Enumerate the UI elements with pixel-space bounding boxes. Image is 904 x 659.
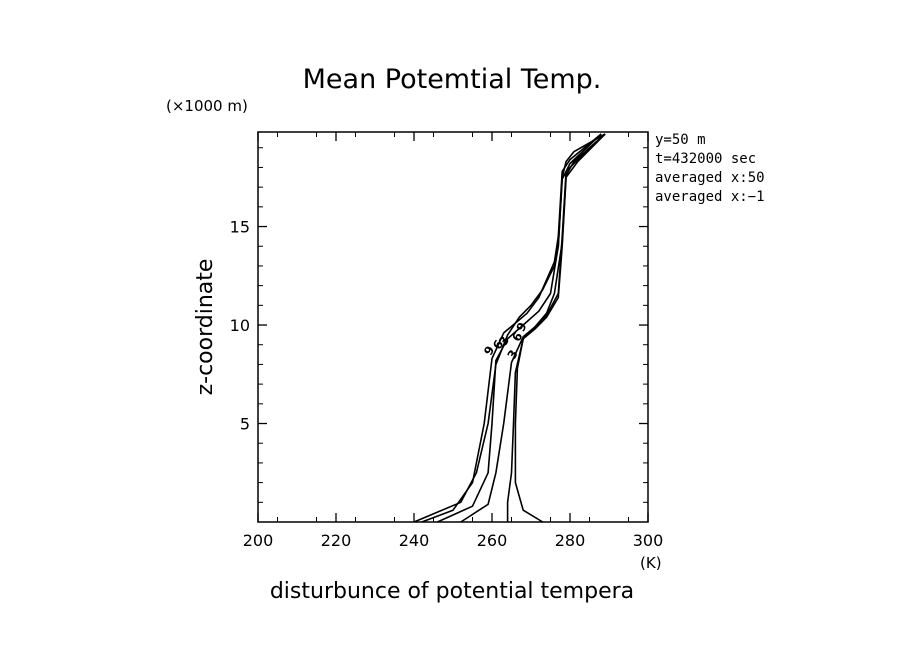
y-tick-label: 10: [230, 316, 250, 335]
series-line-2: [437, 133, 602, 523]
y-axis-title: z-coordinate: [193, 259, 218, 396]
x-tick-label: 260: [477, 531, 508, 550]
x-tick-label: 200: [243, 531, 274, 550]
series-line-5: [514, 133, 606, 523]
x-unit-label: (K): [640, 554, 662, 572]
info-annotation: y=50 m: [655, 132, 706, 148]
series-layer: [413, 133, 606, 523]
axis-ticks: 200 220 240 260 280 300 5 10 15: [230, 132, 664, 550]
x-axis-title: disturbunce of potential tempera: [270, 579, 634, 604]
y-unit-label: (×1000 m): [166, 97, 248, 115]
info-annotation: averaged x:50: [655, 170, 765, 186]
chart-title: Mean Potemtial Temp.: [303, 64, 602, 95]
y-tick-label: 15: [230, 218, 250, 237]
info-annotations: y=50 m t=432000 sec averaged x:50 averaged …: [655, 128, 904, 208]
series-line-4: [506, 133, 606, 522]
info-annotation: averaged x:−1: [655, 189, 765, 205]
x-tick-label: 300: [633, 531, 664, 550]
y-tick-label: 5: [240, 415, 250, 434]
info-annotation: t=432000 sec: [655, 151, 756, 167]
x-tick-label: 280: [555, 531, 586, 550]
x-tick-label: 240: [399, 531, 430, 550]
annotation-clip-mask: [778, 128, 904, 208]
x-tick-label: 220: [321, 531, 352, 550]
plot-frame: [257, 131, 649, 523]
